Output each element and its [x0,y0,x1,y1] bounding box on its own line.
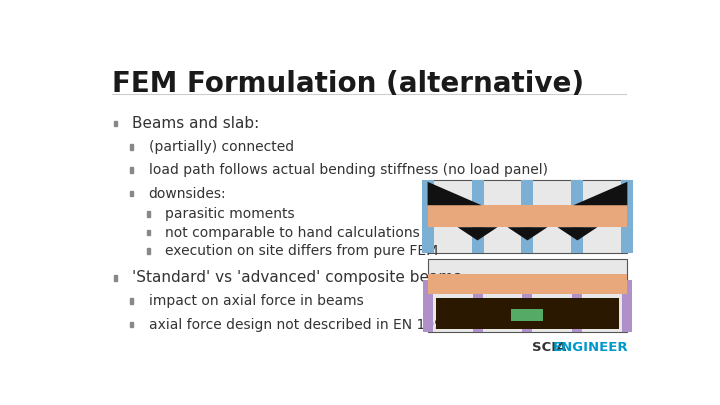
Polygon shape [557,227,598,241]
Bar [472,279,482,333]
Text: parasitic moments: parasitic moments [166,207,295,221]
Bar [130,144,133,149]
Bar [147,211,150,217]
Bar [428,259,627,333]
Polygon shape [573,182,627,205]
Polygon shape [457,227,498,241]
Text: not comparable to hand calculations: not comparable to hand calculations [166,226,420,240]
Polygon shape [428,182,482,205]
Bar [114,121,117,126]
Bar [572,279,582,333]
Bar [621,179,634,253]
Bar [428,205,627,227]
Bar [423,279,433,333]
Bar [147,249,150,254]
Bar [428,274,627,294]
Text: Beams and slab:: Beams and slab: [132,116,259,131]
Bar [147,230,150,235]
Bar [130,167,133,173]
Bar [622,279,632,333]
Text: execution on site differs from pure FEM: execution on site differs from pure FEM [166,244,438,258]
Bar [523,279,533,333]
Bar [114,275,117,281]
Bar [521,179,534,253]
Bar [436,298,619,329]
Text: ENGINEER: ENGINEER [553,341,629,354]
Bar [511,309,544,321]
Text: (partially) connected: (partially) connected [148,140,294,154]
Polygon shape [508,227,547,241]
Bar [428,179,627,253]
Text: axial force design not described in EN 1994-1-1: axial force design not described in EN 1… [148,318,479,332]
Bar [472,179,484,253]
Bar [130,298,133,304]
Bar [422,179,433,253]
Bar [130,322,133,327]
Bar [130,191,133,196]
Text: downsides:: downsides: [148,187,226,200]
Bar [572,179,583,253]
Text: load path follows actual bending stiffness (no load panel): load path follows actual bending stiffne… [148,163,548,177]
Text: SCIA: SCIA [532,341,567,354]
Text: 'Standard' vs 'advanced' composite beams: 'Standard' vs 'advanced' composite beams [132,270,461,285]
Text: impact on axial force in beams: impact on axial force in beams [148,294,364,308]
Text: FEM Formulation (alternative): FEM Formulation (alternative) [112,70,585,98]
